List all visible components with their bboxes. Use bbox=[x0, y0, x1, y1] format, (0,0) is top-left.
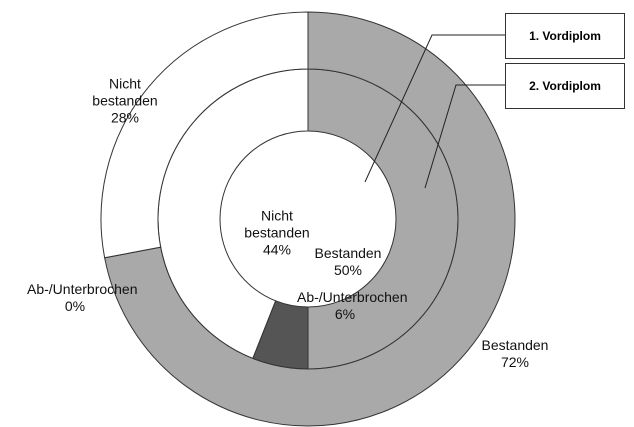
slice-value: 72% bbox=[500, 354, 530, 370]
slice-value: 6% bbox=[334, 306, 356, 322]
leader-line bbox=[424, 84, 505, 189]
legend-entry: 2. Vordiplom bbox=[505, 63, 625, 109]
slice-name: Nicht bestanden bbox=[244, 207, 310, 241]
slice-name: Ab-/Unterbrochen bbox=[297, 289, 408, 305]
slice-value: 50% bbox=[333, 262, 363, 278]
slice-label: Bestanden 72% bbox=[467, 337, 563, 371]
legend-entry: 1. Vordiplom bbox=[505, 13, 625, 59]
slice-name: Bestanden bbox=[481, 337, 549, 353]
slice-label: Nicht bestanden 28% bbox=[77, 76, 173, 127]
slice-value: 28% bbox=[110, 109, 140, 126]
slice-name: Nicht bestanden bbox=[92, 75, 158, 109]
slice-label: Bestanden 50% bbox=[300, 245, 396, 279]
slice-name: Bestanden bbox=[314, 245, 382, 261]
slice-label: Ab-/Unterbrochen 6% bbox=[297, 289, 408, 323]
slice-name: Ab-/Unterbrochen bbox=[27, 281, 138, 297]
slice-label: Nicht bestanden 44% bbox=[229, 208, 325, 259]
donut-slice bbox=[104, 11, 516, 427]
slice-value: 0% bbox=[64, 298, 86, 314]
slice-value: 44% bbox=[262, 241, 292, 258]
donut-slice bbox=[100, 11, 309, 259]
slice-label: Ab-/Unterbrochen 0% bbox=[27, 281, 138, 315]
leader-line bbox=[364, 34, 505, 183]
